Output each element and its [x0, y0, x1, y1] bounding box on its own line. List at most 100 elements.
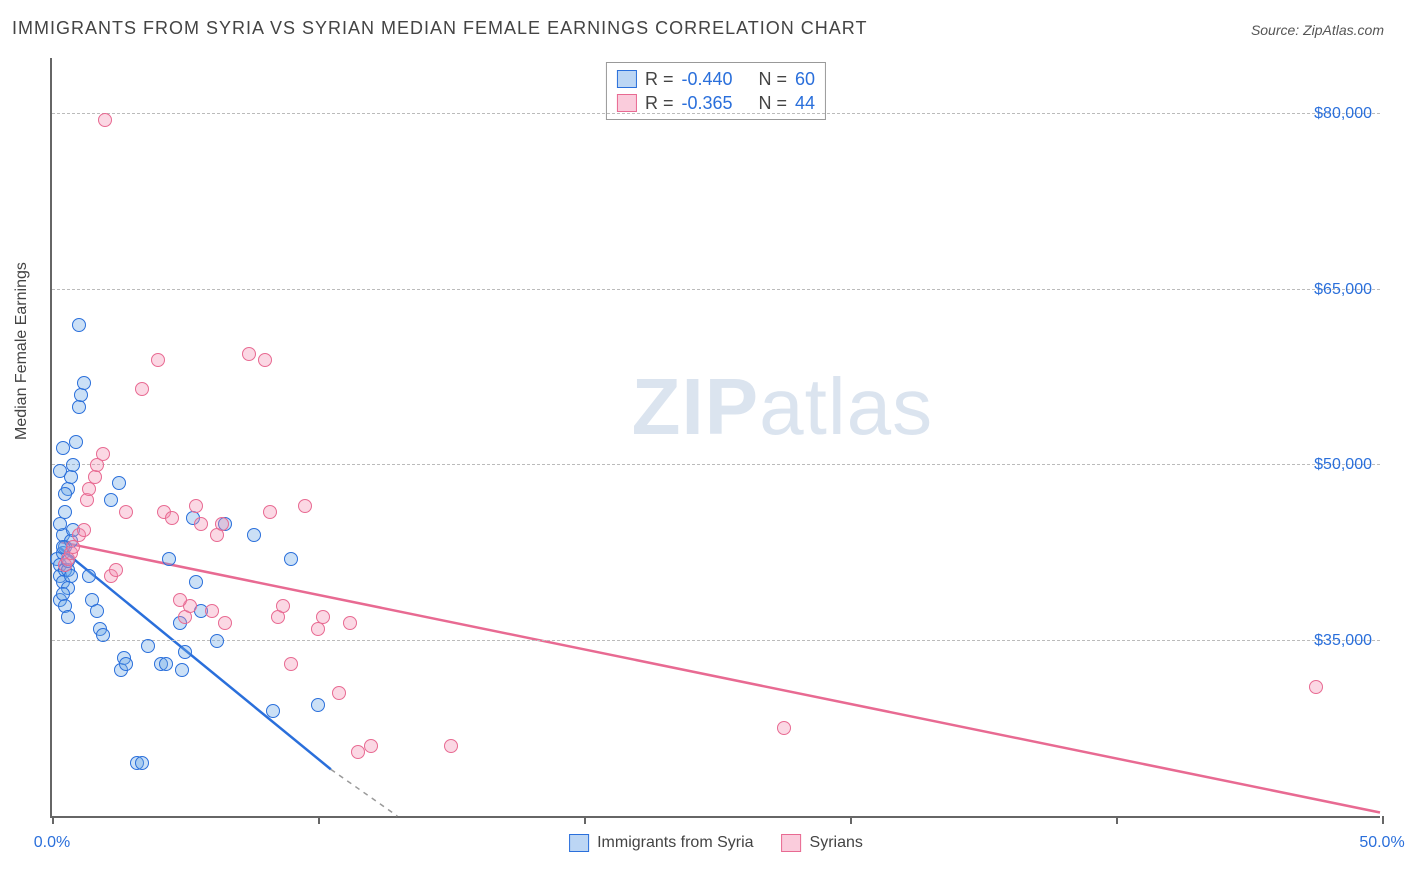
- bottom-legend: Immigrants from Syria Syrians: [569, 834, 863, 852]
- data-point: [159, 657, 173, 671]
- data-point: [316, 610, 330, 624]
- data-point: [364, 739, 378, 753]
- data-point: [72, 318, 86, 332]
- data-point: [53, 464, 67, 478]
- data-point: [205, 604, 219, 618]
- data-point: [165, 511, 179, 525]
- data-point: [284, 552, 298, 566]
- y-axis-title: Median Female Earnings: [13, 262, 31, 440]
- data-point: [135, 382, 149, 396]
- swatch-blue-icon: [569, 834, 589, 852]
- data-point: [98, 113, 112, 127]
- data-point: [141, 639, 155, 653]
- chart-container: IMMIGRANTS FROM SYRIA VS SYRIAN MEDIAN F…: [0, 0, 1406, 892]
- data-point: [332, 686, 346, 700]
- data-point: [104, 493, 118, 507]
- data-point: [58, 487, 72, 501]
- data-point: [96, 447, 110, 461]
- data-point: [151, 353, 165, 367]
- data-point: [189, 499, 203, 513]
- data-point: [242, 347, 256, 361]
- x-tick: [584, 816, 586, 824]
- x-tick: [318, 816, 320, 824]
- watermark-zip: ZIP: [632, 362, 759, 451]
- y-tick-label: $50,000: [1304, 456, 1372, 474]
- data-point: [175, 663, 189, 677]
- data-point: [194, 517, 208, 531]
- n-value-blue: 60: [795, 67, 815, 91]
- plot-area: ZIPatlas R = -0.440 N = 60 R = -0.365 N …: [50, 58, 1380, 818]
- chart-title: IMMIGRANTS FROM SYRIA VS SYRIAN MEDIAN F…: [12, 18, 867, 39]
- legend-label-pink: Syrians: [810, 834, 863, 852]
- data-point: [311, 698, 325, 712]
- data-point: [61, 610, 75, 624]
- data-point: [135, 756, 149, 770]
- data-point: [444, 739, 458, 753]
- data-point: [258, 353, 272, 367]
- r-label: R =: [645, 67, 674, 91]
- data-point: [173, 593, 187, 607]
- legend-item-blue: Immigrants from Syria: [569, 834, 753, 852]
- grid-line: [52, 640, 1380, 641]
- x-tick-label: 50.0%: [1359, 834, 1404, 852]
- data-point: [82, 569, 96, 583]
- data-point: [66, 458, 80, 472]
- x-tick: [52, 816, 54, 824]
- data-point: [69, 435, 83, 449]
- swatch-pink-icon: [617, 94, 637, 112]
- trend-lines: [52, 58, 1380, 816]
- n-label: N =: [759, 91, 788, 115]
- y-tick-label: $80,000: [1304, 105, 1372, 123]
- correlation-legend: R = -0.440 N = 60 R = -0.365 N = 44: [606, 62, 826, 120]
- swatch-blue-icon: [617, 70, 637, 88]
- x-tick: [1116, 816, 1118, 824]
- data-point: [284, 657, 298, 671]
- y-tick-label: $65,000: [1304, 281, 1372, 299]
- data-point: [298, 499, 312, 513]
- x-tick: [1382, 816, 1384, 824]
- data-point: [351, 745, 365, 759]
- r-value-pink: -0.365: [681, 91, 732, 115]
- data-point: [343, 616, 357, 630]
- n-label: N =: [759, 67, 788, 91]
- data-point: [247, 528, 261, 542]
- data-point: [218, 616, 232, 630]
- watermark-atlas: atlas: [759, 362, 933, 451]
- data-point: [210, 634, 224, 648]
- data-point: [56, 441, 70, 455]
- grid-line: [52, 289, 1380, 290]
- r-value-blue: -0.440: [681, 67, 732, 91]
- correlation-row-blue: R = -0.440 N = 60: [617, 67, 815, 91]
- data-point: [109, 563, 123, 577]
- data-point: [777, 721, 791, 735]
- grid-line: [52, 464, 1380, 465]
- grid-line: [52, 113, 1380, 114]
- data-point: [178, 645, 192, 659]
- data-point: [53, 517, 67, 531]
- source-label: Source: ZipAtlas.com: [1251, 22, 1384, 38]
- legend-item-pink: Syrians: [782, 834, 863, 852]
- data-point: [215, 517, 229, 531]
- data-point: [263, 505, 277, 519]
- data-point: [90, 604, 104, 618]
- data-point: [276, 599, 290, 613]
- data-point: [77, 376, 91, 390]
- x-tick-label: 0.0%: [34, 834, 70, 852]
- legend-label-blue: Immigrants from Syria: [597, 834, 753, 852]
- data-point: [266, 704, 280, 718]
- data-point: [1309, 680, 1323, 694]
- swatch-pink-icon: [782, 834, 802, 852]
- r-label: R =: [645, 91, 674, 115]
- watermark: ZIPatlas: [632, 361, 933, 453]
- data-point: [162, 552, 176, 566]
- data-point: [119, 505, 133, 519]
- data-point: [112, 476, 126, 490]
- data-point: [96, 628, 110, 642]
- x-tick: [850, 816, 852, 824]
- n-value-pink: 44: [795, 91, 815, 115]
- y-tick-label: $35,000: [1304, 632, 1372, 650]
- data-point: [189, 575, 203, 589]
- data-point: [119, 657, 133, 671]
- correlation-row-pink: R = -0.365 N = 44: [617, 91, 815, 115]
- data-point: [77, 523, 91, 537]
